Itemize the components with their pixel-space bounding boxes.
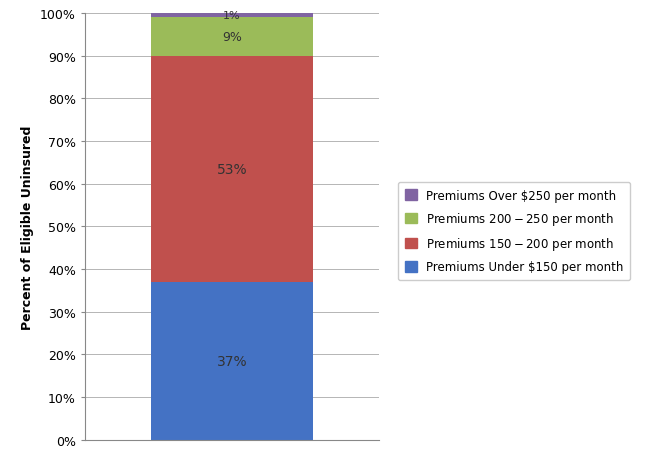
Bar <box>151 18 313 56</box>
Bar <box>151 14 313 18</box>
Legend: Premiums Over $250 per month, Premiums $200-$250 per month, Premiums $150-$200 p: Premiums Over $250 per month, Premiums $… <box>398 182 631 281</box>
Bar <box>151 56 313 282</box>
Bar <box>151 282 313 440</box>
Text: 37%: 37% <box>217 354 247 368</box>
Y-axis label: Percent of Eligible Uninsured: Percent of Eligible Uninsured <box>22 125 35 329</box>
Text: 53%: 53% <box>217 163 247 176</box>
Text: 9%: 9% <box>222 31 242 44</box>
Text: 1%: 1% <box>223 11 240 21</box>
